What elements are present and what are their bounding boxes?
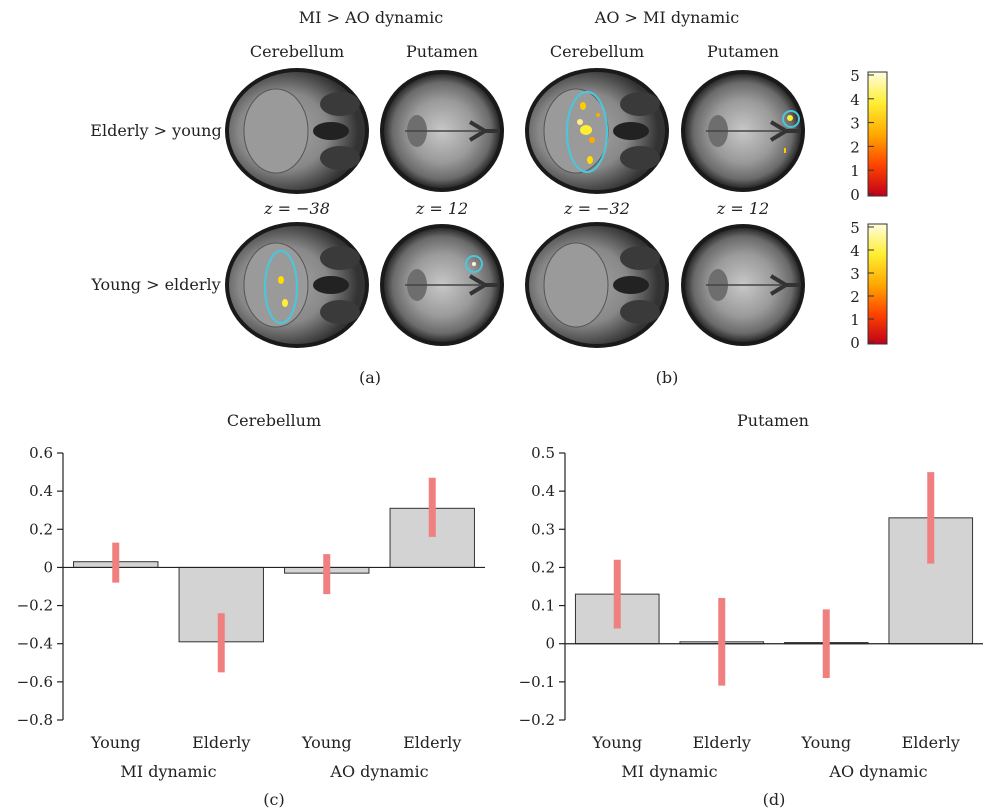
chart-cerebellum-y-tick-label: −0.4 xyxy=(17,635,53,653)
chart-cerebellum-title: Cerebellum xyxy=(227,411,321,430)
chart-putamen-group-label: MI dynamic xyxy=(621,762,717,781)
chart-putamen-y-tick-label: 0.5 xyxy=(531,444,555,462)
chart-putamen-panel-label: (d) xyxy=(763,790,786,809)
activation-blobs xyxy=(577,102,600,164)
colorbar-1-tick-label: 2 xyxy=(850,138,860,156)
chart-putamen-category-label: Young xyxy=(591,733,642,752)
slice-label-b-putamen: z = 12 xyxy=(716,199,769,218)
panel-a-col-cerebellum: Cerebellum xyxy=(250,42,344,61)
chart-putamen-y-tick-label: −0.2 xyxy=(519,711,555,729)
chart-putamen-y-tick-label: 0 xyxy=(545,635,555,653)
chart-cerebellum-category-label: Elderly xyxy=(192,733,250,752)
chart-cerebellum-group-label: MI dynamic xyxy=(120,762,216,781)
colorbar-2: 5 4 3 2 1 0 xyxy=(850,219,888,352)
brain-b-putamen-row2 xyxy=(681,224,805,346)
row-label-young-elderly: Young > elderly xyxy=(90,275,220,294)
slice-label-b-cerebellum: z = −32 xyxy=(563,199,630,218)
colorbar-1-tick-label: 1 xyxy=(850,162,860,180)
chart-putamen-y-tick-label: 0.1 xyxy=(531,597,555,615)
row-label-elderly-young: Elderly > young xyxy=(90,121,221,140)
brain-b-cerebellum-row1 xyxy=(525,68,669,194)
chart-putamen-title: Putamen xyxy=(737,411,809,430)
chart-putamen-y-tick-label: 0.3 xyxy=(531,520,555,538)
chart-putamen-category-label: Elderly xyxy=(902,733,960,752)
colorbar-1-tick-label: 5 xyxy=(850,67,860,85)
roi-circle xyxy=(782,110,800,128)
chart-cerebellum-group-label: AO dynamic xyxy=(329,762,428,781)
chart-cerebellum-y-tick-label: −0.8 xyxy=(17,711,53,729)
chart-cerebellum-y-tick-label: −0.6 xyxy=(17,673,53,691)
chart-cerebellum-category-label: Young xyxy=(90,733,141,752)
colorbar-2-tick-label: 2 xyxy=(850,288,860,306)
colorbar-2-tick-label: 4 xyxy=(850,242,860,260)
colorbar-2-tick-label: 3 xyxy=(850,265,860,283)
chart-putamen-y-tick-label: 0.4 xyxy=(531,482,555,500)
chart-putamen-group-label: AO dynamic xyxy=(828,762,927,781)
chart-cerebellum-category-label: Elderly xyxy=(403,733,461,752)
panel-a-col-putamen: Putamen xyxy=(406,42,478,61)
brain-b-cerebellum-row2 xyxy=(525,222,669,348)
slice-label-a-putamen: z = 12 xyxy=(415,199,468,218)
brain-a-putamen-row1 xyxy=(380,70,504,192)
panel-label-a: (a) xyxy=(359,368,381,387)
chart-cerebellum-y-tick-label: 0 xyxy=(43,558,53,576)
roi-circle xyxy=(565,90,609,174)
colorbar-1-tick-label: 0 xyxy=(850,186,860,204)
bar-chart-putamen: Putamen 0.5 0.4 0.3 0.2 0.1 0 −0.1 −0.2 Young Elde… xyxy=(519,411,983,809)
colorbar-1-tick-label: 3 xyxy=(850,115,860,133)
chart-cerebellum-category-label: Young xyxy=(301,733,352,752)
panel-b-col-putamen: Putamen xyxy=(707,42,779,61)
brain-a-cerebellum-row2 xyxy=(225,222,369,348)
colorbar-1-tick-label: 4 xyxy=(850,91,860,109)
panel-b-header: AO > MI dynamic xyxy=(594,8,739,27)
roi-circle xyxy=(263,249,299,325)
roi-circle xyxy=(465,255,483,273)
chart-cerebellum-y-tick-label: 0.2 xyxy=(29,520,53,538)
chart-cerebellum-y-tick-label: −0.2 xyxy=(17,597,53,615)
brain-a-cerebellum-row1 xyxy=(225,68,369,194)
brain-a-putamen-row2 xyxy=(380,224,504,346)
bar-chart-cerebellum: Cerebellum 0.6 0.4 0.2 0 −0.2 −0.4 −0.6 −0.8 Youn… xyxy=(17,411,485,809)
colorbar-1: 5 4 3 2 1 0 xyxy=(850,67,888,204)
chart-putamen-category-label: Elderly xyxy=(693,733,751,752)
colorbar-2-tick-label: 1 xyxy=(850,311,860,329)
chart-putamen-y-tick-label: 0.2 xyxy=(531,558,555,576)
panel-b-col-cerebellum: Cerebellum xyxy=(550,42,644,61)
chart-putamen-y-tick-label: −0.1 xyxy=(519,673,555,691)
chart-putamen-category-label: Young xyxy=(800,733,851,752)
panel-a-header: MI > AO dynamic xyxy=(299,8,443,27)
colorbar-2-tick-label: 0 xyxy=(850,334,860,352)
chart-cerebellum-panel-label: (c) xyxy=(263,790,284,809)
panel-label-b: (b) xyxy=(656,368,679,387)
slice-label-a-cerebellum: z = −38 xyxy=(263,199,330,218)
colorbar-2-tick-label: 5 xyxy=(850,219,860,237)
brain-b-putamen-row1 xyxy=(681,70,805,192)
chart-cerebellum-y-tick-label: 0.6 xyxy=(29,444,53,462)
chart-cerebellum-y-tick-label: 0.4 xyxy=(29,482,53,500)
